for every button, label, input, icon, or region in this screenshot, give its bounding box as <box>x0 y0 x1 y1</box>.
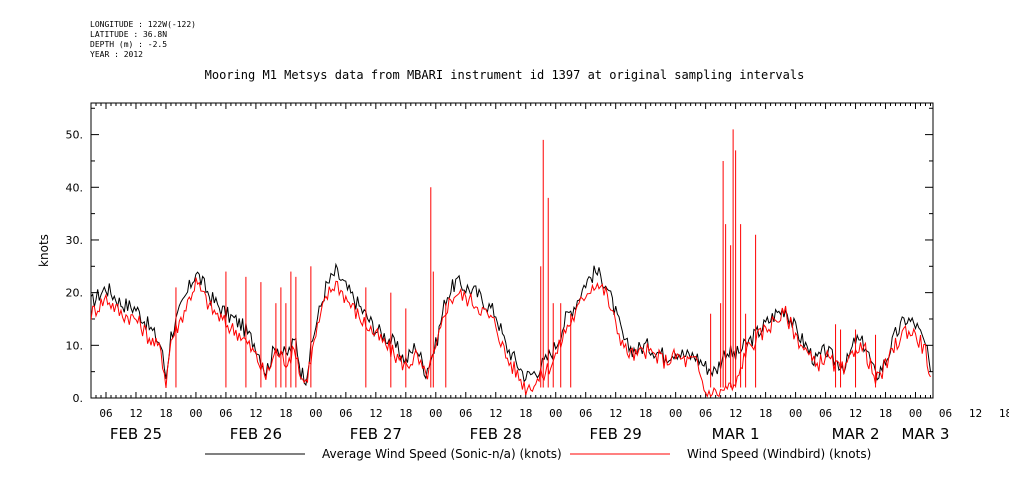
x-hour-tick-label: 12 <box>609 407 622 420</box>
x-hour-tick-label: 06 <box>99 407 112 420</box>
depth-text: DEPTH (m) : -2.5 <box>90 40 168 49</box>
x-hour-tick-label: 12 <box>729 407 742 420</box>
legend-label-windbird-wind-speed: Wind Speed (Windbird) (knots) <box>687 447 871 461</box>
x-hour-tick-label: 18 <box>759 407 772 420</box>
x-hour-tick-label: 12 <box>489 407 502 420</box>
x-hour-tick-label: 18 <box>399 407 412 420</box>
x-date-label: FEB 25 <box>110 425 162 443</box>
x-hour-tick-label: 00 <box>309 407 322 420</box>
x-date-label: MAR 3 <box>902 425 950 443</box>
x-hour-tick-label: 06 <box>339 407 352 420</box>
longitude-text: LONGITUDE : 122W(-122) <box>90 20 196 29</box>
x-date-label: FEB 26 <box>230 425 282 443</box>
y-tick-label: 10. <box>66 339 84 352</box>
x-hour-tick-label: 00 <box>789 407 802 420</box>
x-hour-tick-label: 12 <box>969 407 982 420</box>
x-date-label: MAR 2 <box>832 425 880 443</box>
y-tick-label: 20. <box>66 287 84 300</box>
metadata-block: LONGITUDE : 122W(-122) LATITUDE : 36.8N … <box>90 20 196 60</box>
x-hour-tick-label: 06 <box>219 407 232 420</box>
latitude-text: LATITUDE : 36.8N <box>90 30 168 39</box>
plot-frame <box>90 102 934 399</box>
x-hour-tick-label: 06 <box>819 407 832 420</box>
y-tick-label: 40. <box>66 181 84 194</box>
legend-label-average-wind-speed: Average Wind Speed (Sonic-n/a) (knots) <box>322 447 562 461</box>
x-hour-tick-label: 06 <box>699 407 712 420</box>
x-hour-tick-label: 12 <box>249 407 262 420</box>
x-hour-tick-label: 12 <box>849 407 862 420</box>
x-hour-tick-label: 00 <box>549 407 562 420</box>
series-line-average-wind-speed <box>91 262 931 387</box>
year-text: YEAR : 2012 <box>90 50 143 59</box>
x-hour-tick-label: 18 <box>879 407 892 420</box>
y-tick-label: 30. <box>66 234 84 247</box>
y-tick-label: 50. <box>66 129 84 142</box>
x-hour-tick-label: 18 <box>999 407 1009 420</box>
x-hour-tick-label: 18 <box>639 407 652 420</box>
y-tick-label: 0. <box>73 392 84 405</box>
x-hour-tick-label: 06 <box>579 407 592 420</box>
y-axis-label: knots <box>37 234 51 267</box>
series-line-windbird-wind-speed <box>91 277 931 398</box>
x-hour-tick-label: 18 <box>279 407 292 420</box>
x-hour-tick-label: 12 <box>129 407 142 420</box>
x-hour-tick-label: 00 <box>189 407 202 420</box>
x-hour-tick-label: 18 <box>159 407 172 420</box>
x-hour-tick-label: 00 <box>669 407 682 420</box>
x-hour-tick-label: 18 <box>519 407 532 420</box>
x-hour-tick-label: 00 <box>429 407 442 420</box>
x-hour-tick-label: 06 <box>939 407 952 420</box>
x-date-label: FEB 29 <box>590 425 642 443</box>
x-hour-tick-label: 00 <box>909 407 922 420</box>
x-date-label: FEB 27 <box>350 425 402 443</box>
x-hour-tick-label: 12 <box>369 407 382 420</box>
x-hour-tick-label: 06 <box>459 407 472 420</box>
chart-title: Mooring M1 Metsys data from MBARI instru… <box>204 68 805 82</box>
x-date-label: FEB 28 <box>470 425 522 443</box>
x-date-label: MAR 1 <box>712 425 760 443</box>
